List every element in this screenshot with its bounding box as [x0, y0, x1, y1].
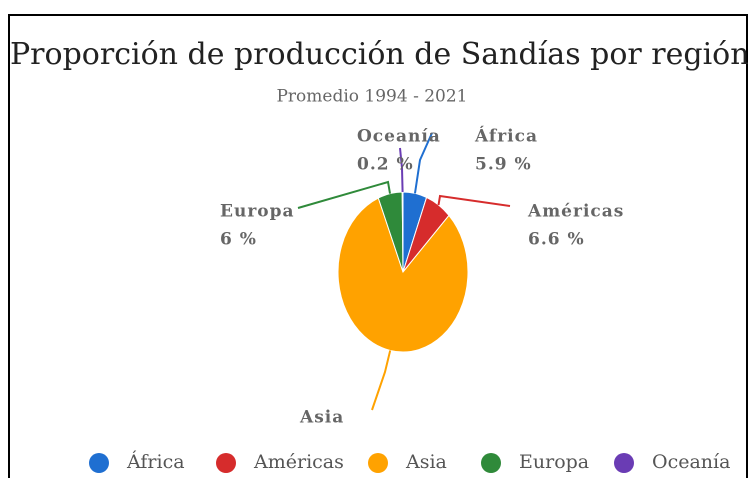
- legend-swatch: [368, 453, 388, 473]
- leader-line: [413, 132, 433, 194]
- slice-value-label: 5.9 %: [475, 155, 532, 175]
- chart-title: Proporción de producción de Sandías por …: [10, 37, 748, 72]
- slice-value-label: 6 %: [220, 230, 257, 250]
- leader-line: [297, 180, 392, 209]
- legend-label: Oceanía: [652, 451, 730, 473]
- chart-subtitle: Promedio 1994 - 2021: [276, 87, 467, 107]
- pie-slice: [337, 197, 469, 353]
- slice-label: Europa: [220, 202, 295, 222]
- legend-swatch: [481, 453, 501, 473]
- slice-value-label: 0.2 %: [357, 155, 414, 175]
- legend-label: Europa: [519, 451, 589, 473]
- legend-label: Américas: [253, 451, 344, 473]
- legend-swatch: [216, 453, 236, 473]
- frame: [8, 14, 748, 478]
- leader-line: [399, 147, 404, 193]
- legend-swatch: [89, 453, 109, 473]
- slice-label: Oceanía: [357, 127, 441, 147]
- slice-value-label: 6.6 %: [528, 230, 585, 250]
- slice-label: África: [474, 126, 538, 147]
- leader-line: [371, 350, 392, 411]
- leader-line: [437, 194, 511, 207]
- slice-label: Asia: [299, 408, 344, 428]
- legend-label: África: [126, 450, 185, 473]
- legend-label: Asia: [405, 451, 447, 473]
- slice-label: Américas: [527, 202, 624, 222]
- legend-swatch: [614, 453, 634, 473]
